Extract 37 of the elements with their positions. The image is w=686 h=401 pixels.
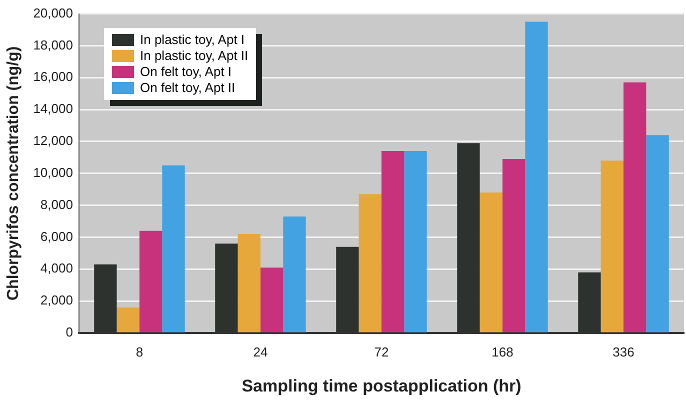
legend-label: In plastic toy, Apt II bbox=[140, 48, 248, 64]
legend-label: On felt toy, Apt II bbox=[140, 80, 236, 96]
bar bbox=[525, 22, 548, 332]
bar bbox=[162, 165, 185, 332]
bar bbox=[480, 192, 502, 332]
y-tick-label: 14,000 bbox=[33, 101, 73, 116]
bar bbox=[646, 135, 669, 332]
legend-label: On felt toy, Apt I bbox=[140, 64, 232, 80]
bar bbox=[116, 307, 140, 332]
bar bbox=[502, 159, 526, 332]
bar bbox=[358, 194, 382, 332]
y-tick-label: 10,000 bbox=[33, 164, 73, 180]
y-tick-label: 4,000 bbox=[40, 260, 73, 276]
x-tick-label: 168 bbox=[492, 344, 514, 360]
bar bbox=[623, 82, 646, 332]
y-tick-label: 8,000 bbox=[40, 196, 73, 212]
y-tick-label: 2,000 bbox=[40, 292, 73, 308]
bar bbox=[283, 216, 306, 332]
bar bbox=[600, 160, 624, 332]
x-tick-label: 24 bbox=[253, 344, 268, 360]
bar bbox=[381, 151, 404, 332]
y-tick-label: 18,000 bbox=[33, 37, 73, 52]
y-tick-label: 0 bbox=[66, 324, 73, 340]
x-tick-label: 72 bbox=[374, 344, 389, 360]
x-axis-title: Sampling time postapplication (hr) bbox=[242, 376, 522, 396]
legend-label: In plastic toy, Apt I bbox=[140, 32, 245, 48]
y-tick-label: 12,000 bbox=[33, 133, 73, 148]
bar bbox=[139, 230, 162, 332]
y-tick-label: 20,000 bbox=[33, 5, 73, 20]
y-tick-label: 6,000 bbox=[40, 228, 73, 244]
bar bbox=[260, 268, 284, 332]
bar bbox=[404, 151, 427, 332]
y-tick-label: 16,000 bbox=[33, 69, 73, 84]
x-tick-label: 8 bbox=[136, 344, 144, 360]
x-tick-label: 336 bbox=[612, 344, 634, 360]
bar bbox=[238, 234, 260, 332]
y-axis-title: Chlorpyrifos concentration (ng/g) bbox=[5, 46, 22, 301]
